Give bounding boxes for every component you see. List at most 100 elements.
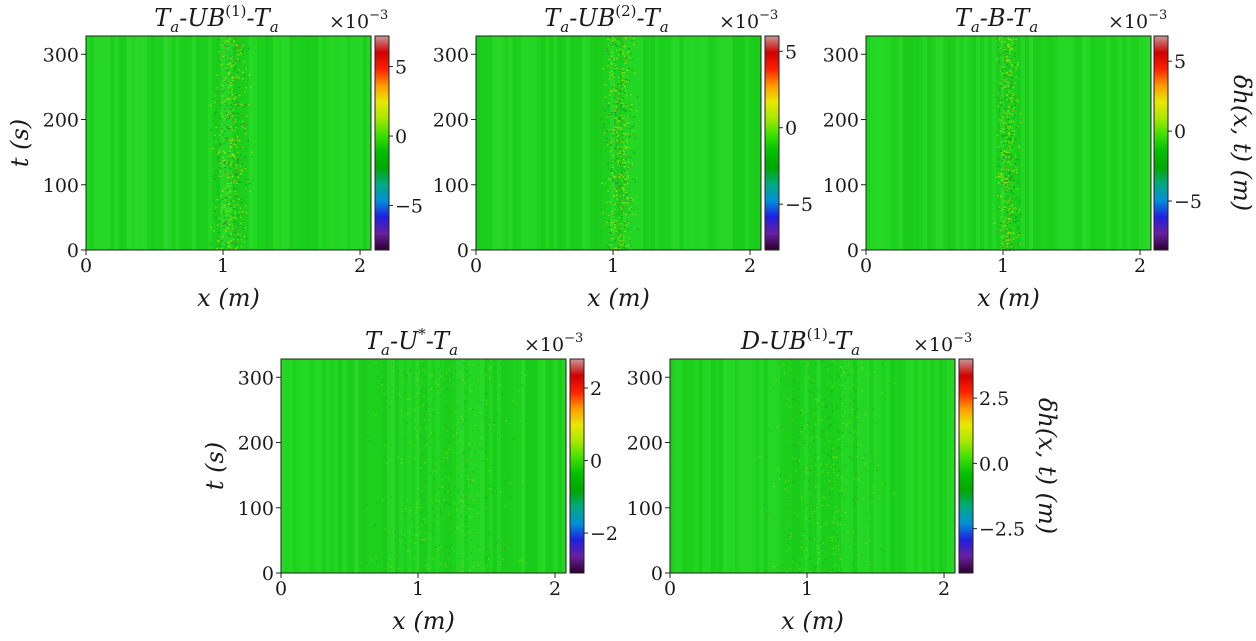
heatmap-column (716, 36, 721, 250)
heatmap-column (334, 36, 339, 250)
noise-speck (473, 387, 475, 389)
heatmap-column (694, 359, 699, 573)
noise-speck (618, 236, 621, 239)
noise-speck (240, 49, 243, 51)
noise-speck (805, 530, 807, 532)
plot-frame (85, 35, 372, 251)
noise-speck (610, 228, 613, 231)
colorbar-tick-label: 0.0 (979, 453, 1009, 475)
noise-speck (605, 225, 608, 227)
noise-speck (999, 70, 1002, 72)
noise-speck (223, 143, 225, 145)
noise-speck (1003, 85, 1006, 87)
noise-speck (380, 381, 382, 383)
heatmap-column (695, 36, 700, 250)
noise-speck (859, 444, 861, 446)
noise-speck (233, 97, 235, 99)
noise-speck (612, 132, 615, 135)
heatmap-column (955, 36, 960, 250)
noise-speck (827, 400, 829, 402)
noise-speck (445, 405, 447, 407)
noise-speck (1007, 140, 1010, 142)
y-tick-label: 100 (433, 175, 469, 197)
noise-speck (236, 146, 238, 148)
noise-speck (439, 563, 442, 566)
noise-speck (1005, 158, 1008, 160)
noise-speck (813, 510, 816, 512)
noise-speck (869, 562, 871, 564)
noise-speck (484, 369, 486, 371)
noise-speck (477, 531, 479, 534)
heatmap-field (86, 36, 371, 250)
heatmap-column (261, 36, 266, 250)
noise-speck (604, 96, 607, 98)
noise-speck (614, 193, 617, 195)
noise-speck (619, 154, 622, 156)
noise-speck (827, 425, 829, 427)
noise-speck (1006, 59, 1009, 61)
noise-speck (1006, 108, 1009, 111)
noise-speck (227, 166, 230, 168)
noise-speck (249, 183, 251, 185)
noise-speck (401, 437, 403, 439)
noise-speck (468, 504, 470, 506)
heatmap-column (423, 359, 428, 573)
noise-speck (855, 446, 858, 448)
noise-speck (218, 149, 220, 151)
noise-speck (241, 106, 243, 109)
noise-speck (228, 161, 231, 163)
noise-speck (1010, 139, 1013, 141)
heatmap-column (861, 359, 866, 573)
colorbar: −505 (764, 35, 813, 251)
noise-speck (1014, 63, 1016, 66)
noise-speck (224, 187, 227, 189)
noise-speck (225, 230, 227, 232)
noise-speck (228, 116, 231, 119)
noise-speck (401, 458, 403, 460)
noise-speck (1006, 235, 1009, 238)
noise-speck (852, 383, 854, 386)
heatmap-column (971, 36, 976, 250)
noise-speck (1018, 209, 1021, 211)
heatmap-column (1057, 36, 1062, 250)
heatmap-column (143, 36, 148, 250)
noise-speck (831, 487, 833, 489)
noise-speck (443, 456, 445, 459)
noise-speck (624, 125, 626, 127)
noise-speck (844, 442, 846, 444)
noise-speck (612, 178, 614, 181)
noise-speck (1013, 187, 1015, 189)
heatmap-column (934, 359, 939, 573)
noise-speck (224, 159, 226, 161)
noise-speck (228, 215, 231, 217)
noise-speck (239, 171, 241, 173)
heatmap-column (553, 359, 558, 573)
noise-speck (441, 487, 443, 489)
noise-speck (1003, 160, 1006, 162)
noise-speck (620, 228, 623, 230)
noise-speck (1009, 49, 1012, 51)
colorbar-multiplier: ×10−3 (329, 8, 388, 33)
noise-speck (424, 521, 426, 523)
noise-speck (619, 173, 622, 175)
heatmap-column (342, 359, 347, 573)
noise-speck (220, 43, 223, 46)
noise-speck (397, 370, 399, 372)
noise-speck (783, 372, 785, 374)
noise-speck (234, 96, 237, 98)
noise-speck (1009, 97, 1012, 99)
noise-speck (375, 560, 378, 563)
noise-speck (230, 233, 232, 235)
noise-speck (229, 225, 232, 227)
noise-speck (468, 465, 470, 467)
noise-speck (222, 156, 225, 159)
noise-speck (448, 441, 450, 443)
noise-speck (827, 454, 829, 456)
noise-speck (622, 75, 625, 78)
noise-speck (464, 382, 466, 384)
noise-speck (232, 89, 235, 92)
noise-speck (460, 427, 463, 429)
noise-speck (865, 454, 867, 456)
noise-speck (815, 506, 818, 509)
noise-speck (458, 437, 460, 439)
